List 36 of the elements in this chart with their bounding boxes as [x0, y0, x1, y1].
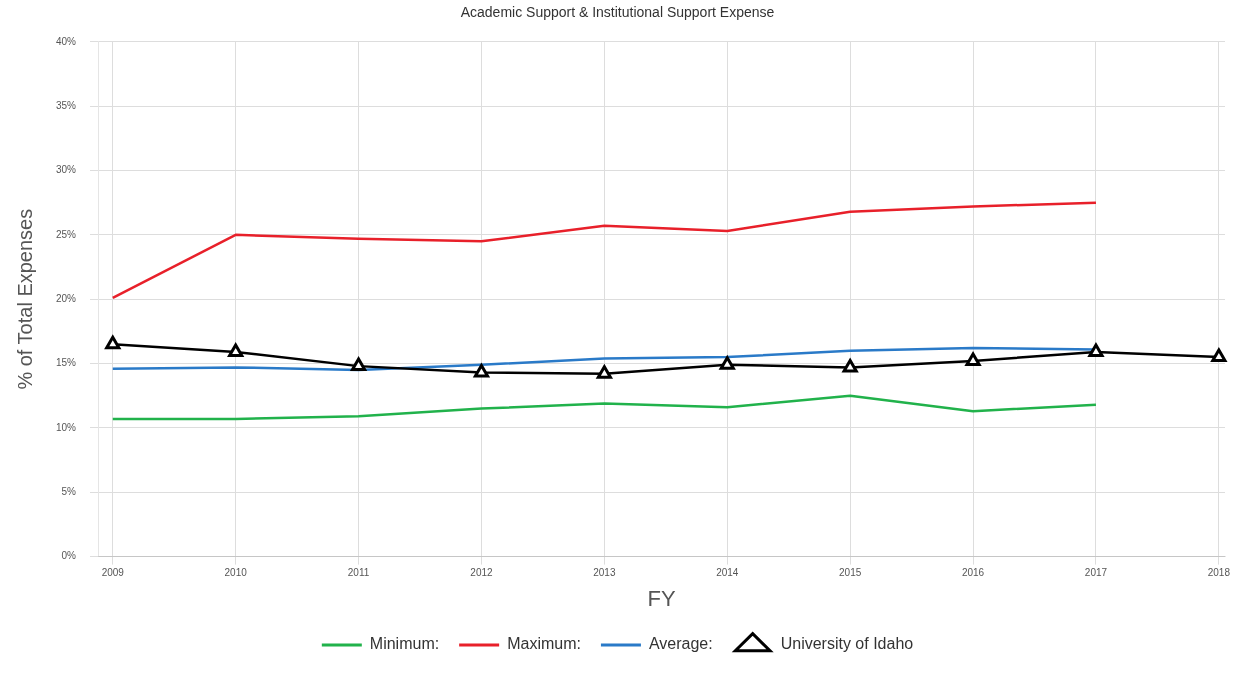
x-tick-label: 2016 [961, 567, 985, 579]
point [842, 358, 858, 373]
x-tick-label: 2018 [1207, 567, 1231, 579]
point [596, 365, 612, 379]
point [228, 343, 244, 357]
y-tick-label: 35% [56, 99, 77, 111]
legend-label: Average: [648, 635, 713, 653]
point [473, 364, 490, 378]
y-tick-label: 25% [56, 228, 77, 240]
y-tick-label: 10% [56, 421, 77, 433]
y-tick-label: 5% [61, 486, 77, 497]
x-tick-label: 2013 [593, 567, 616, 579]
y-tick-label: 20% [56, 292, 77, 304]
y-tick-label: 15% [56, 357, 77, 369]
x-tick-label: 2012 [470, 567, 494, 579]
point [1211, 348, 1227, 363]
y-tick-label: 0% [61, 550, 77, 562]
point [351, 357, 367, 372]
point [719, 356, 735, 370]
chart-title: Academic Support & Institutional Support Expense [460, 4, 775, 21]
point [965, 352, 981, 366]
y-tick-label: 40% [56, 35, 77, 47]
x-tick-label: 2017 [1084, 567, 1108, 579]
x-axis-title: FY [647, 585, 676, 611]
x-tick-label: 2015 [839, 567, 862, 579]
y-tick-label: 30% [56, 164, 77, 176]
point [105, 335, 121, 350]
legend-label: Minimum: [369, 635, 440, 653]
legend-label: Maximum: [507, 635, 581, 653]
legend-label: University of Idaho [780, 635, 914, 653]
x-tick-label: 2009 [101, 567, 125, 579]
x-tick-label: 2014 [716, 567, 739, 579]
point [1088, 343, 1104, 357]
x-tick-label: 2010 [224, 567, 248, 579]
x-tick-label: 2011 [347, 567, 370, 579]
y-axis-title: % of Total Expenses [13, 208, 36, 390]
